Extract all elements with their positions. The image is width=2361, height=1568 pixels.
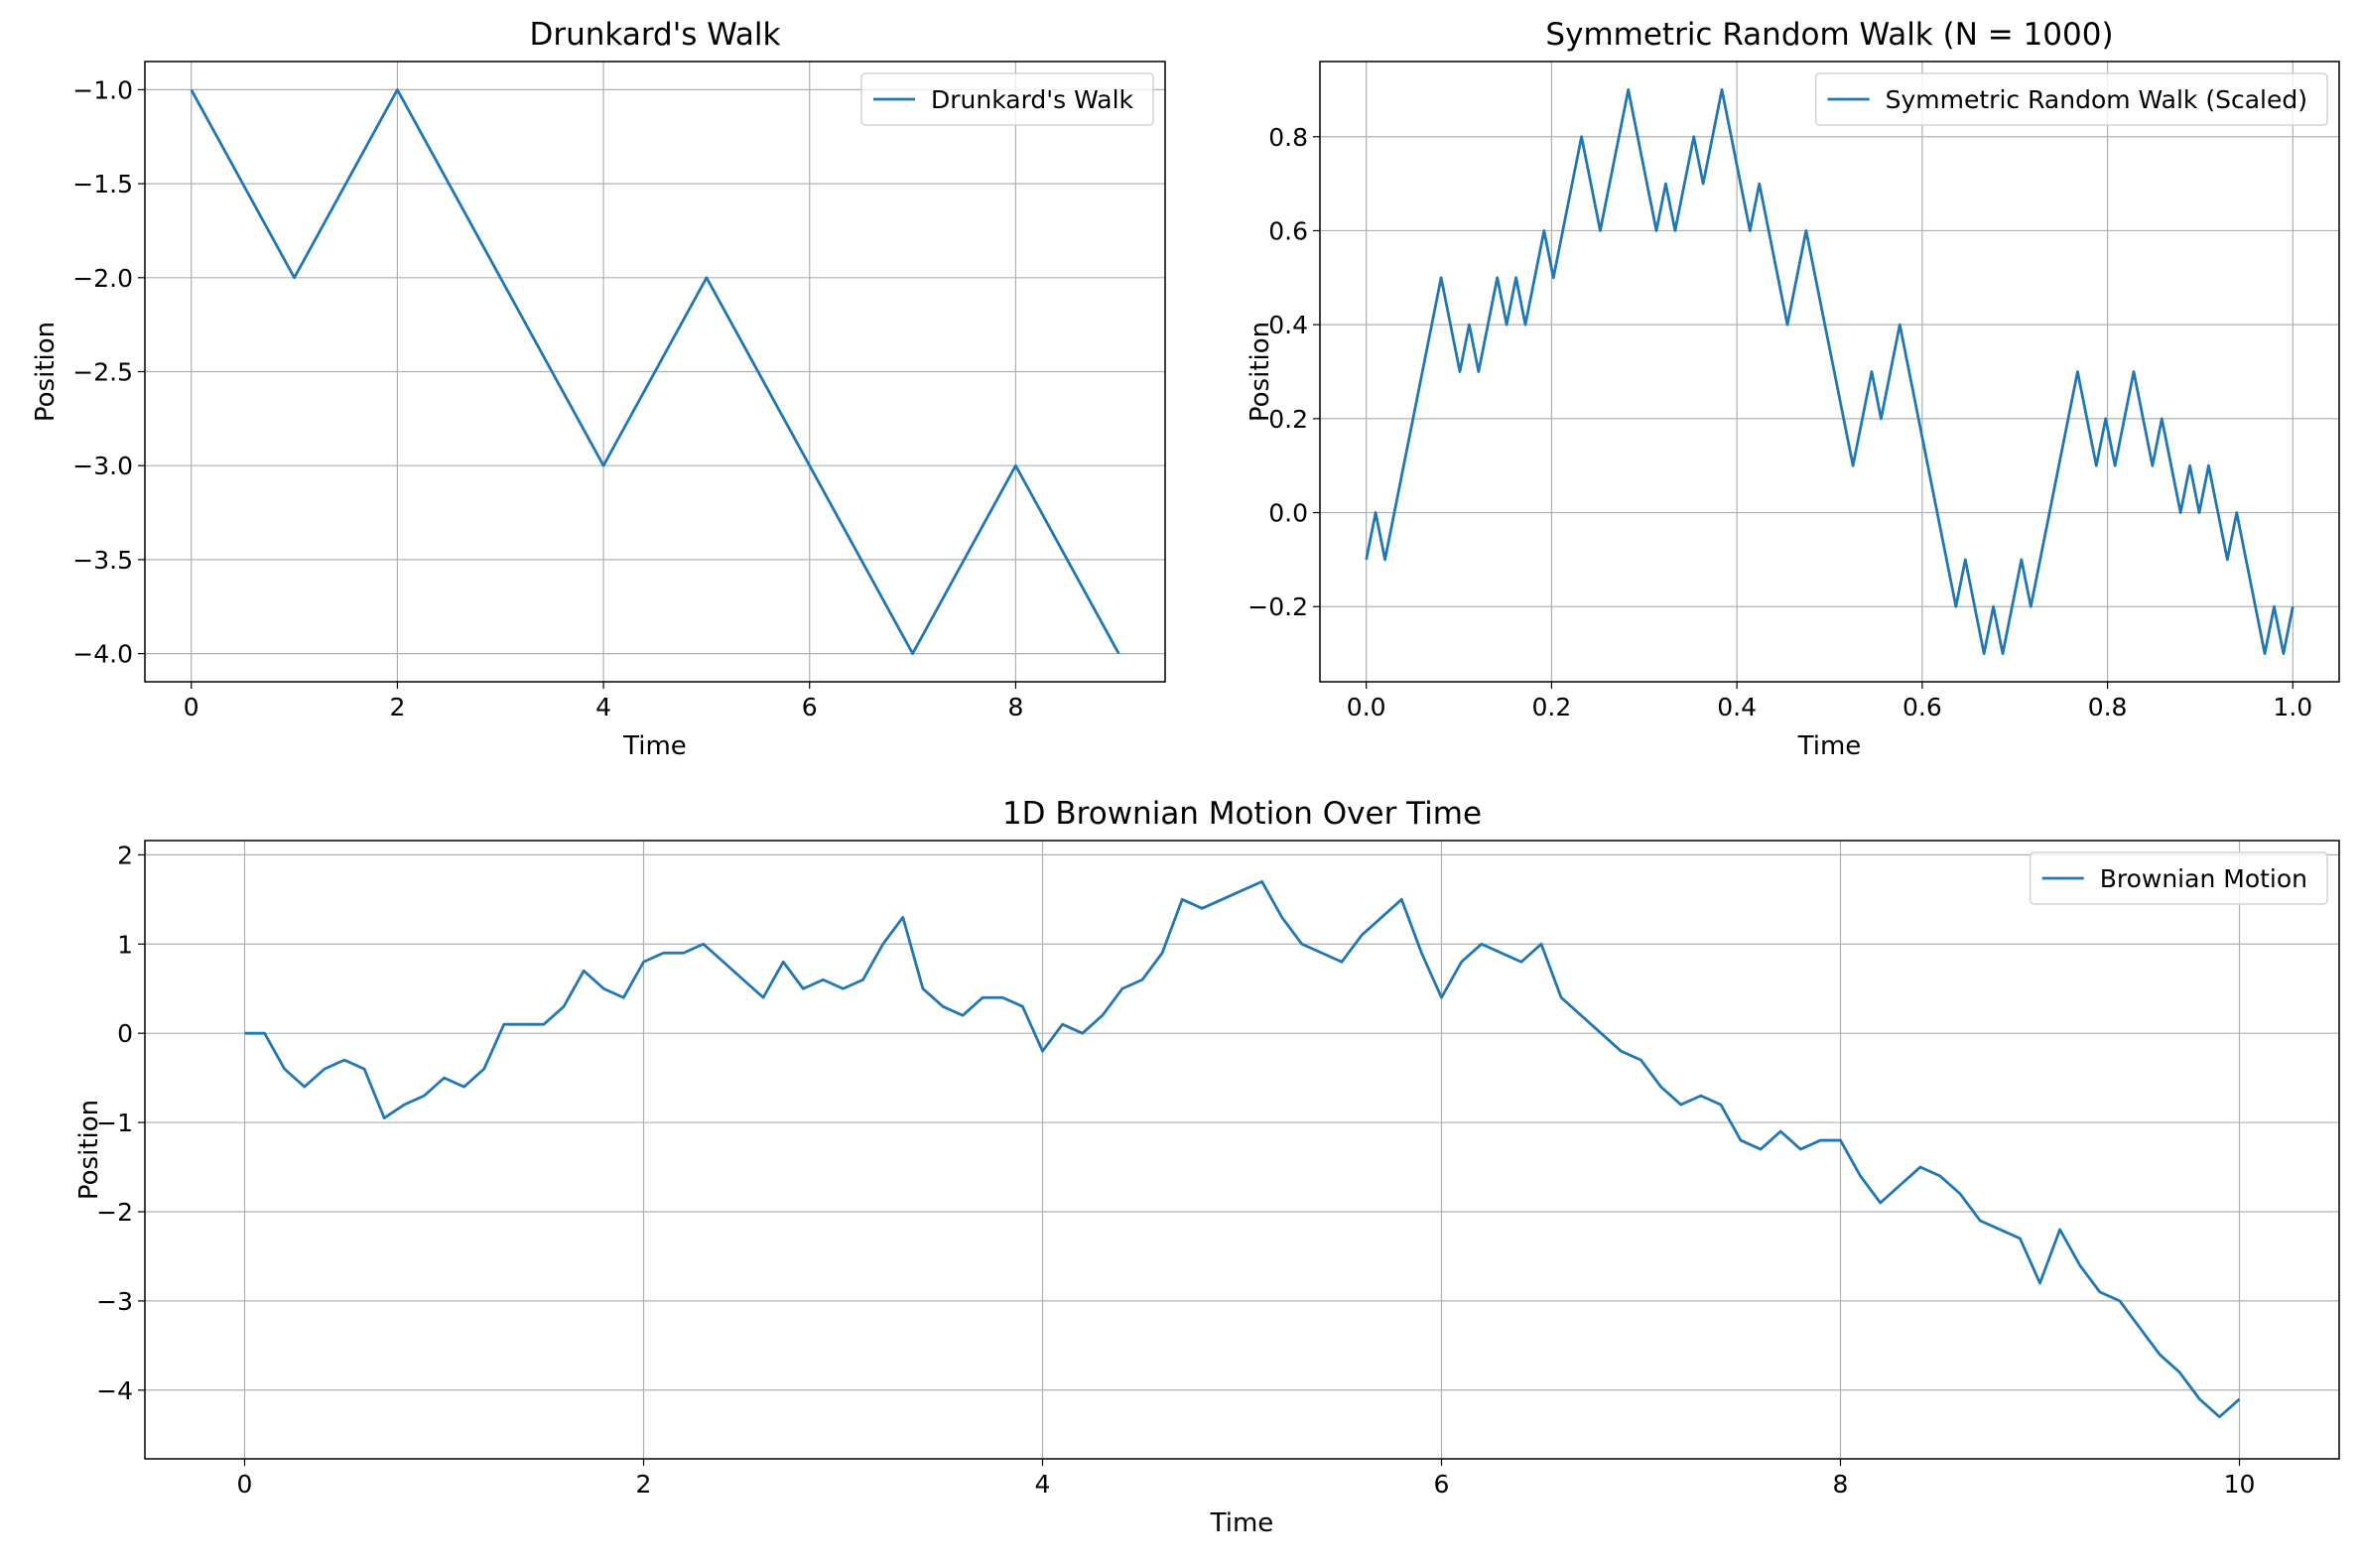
- x-tick-label: 1.0: [2273, 693, 2312, 721]
- data-line: [190, 88, 1120, 655]
- y-axis-label: Position: [31, 322, 61, 422]
- axes-frame: [144, 61, 1166, 683]
- x-tick-label: 0.6: [1902, 693, 1942, 721]
- data-line: [244, 879, 2241, 1419]
- y-tick-label: −3.5: [72, 546, 133, 575]
- chart-title: Symmetric Random Walk (N = 1000): [1545, 17, 2113, 53]
- plot-area: [190, 88, 1120, 655]
- y-tick-label: −2.5: [72, 358, 133, 387]
- legend: Brownian Motion: [2030, 851, 2328, 905]
- y-tick-label: −1.0: [72, 75, 133, 104]
- y-tick-label: −3.0: [72, 452, 133, 480]
- x-tick-label: 10: [2224, 1470, 2256, 1499]
- subplot: 0.0 0.2 0.4 0.6 0.8 1.0 −0.2 0.0 0.2 0.4 0.6 0.8 Sym…: [1246, 17, 2340, 761]
- x-tick-label: 6: [802, 693, 818, 721]
- legend-box: [1814, 72, 2328, 126]
- x-tick-label: 0.4: [1717, 693, 1757, 721]
- data-line: [1365, 88, 2295, 655]
- y-tick-label: 0.4: [1268, 311, 1308, 339]
- x-tick-label: 4: [595, 693, 611, 721]
- x-axis-label: Time: [622, 731, 687, 761]
- legend-label: Brownian Motion: [2100, 864, 2307, 893]
- plot-area: [1365, 88, 2295, 655]
- axes-frame: [144, 840, 2340, 1460]
- x-axis-label: Time: [1797, 731, 1862, 761]
- y-tick-label: 0.6: [1268, 216, 1308, 245]
- x-tick-label: 2: [636, 1470, 652, 1499]
- legend-label: Symmetric Random Walk (Scaled): [1886, 85, 2307, 114]
- y-tick-label: −1: [96, 1109, 133, 1137]
- x-tick-label: 0: [237, 1470, 253, 1499]
- y-tick-label: 2: [117, 841, 133, 869]
- y-tick-label: 0.0: [1268, 499, 1308, 528]
- legend: Symmetric Random Walk (Scaled): [1814, 72, 2328, 126]
- x-axis-label: Time: [1210, 1508, 1274, 1538]
- y-axis-label: Position: [1246, 322, 1275, 422]
- x-tick-label: 0: [184, 693, 199, 721]
- x-tick-label: 6: [1434, 1470, 1450, 1499]
- y-tick-label: −1.5: [72, 170, 133, 198]
- x-tick-label: 0.2: [1532, 693, 1572, 721]
- y-tick-label: −2.0: [72, 264, 133, 293]
- axes-frame: [1319, 61, 2340, 683]
- legend-box: [2030, 851, 2328, 905]
- x-tick-label: 2: [389, 693, 405, 721]
- y-tick-label: −4: [96, 1376, 133, 1405]
- y-tick-label: −2: [96, 1198, 133, 1227]
- x-tick-label: 8: [1833, 1470, 1849, 1499]
- subplot: 0 2 4 6 8 10 −4 −3 −2 −1 0 1 2 1D Brownian Motion Ove…: [74, 796, 2340, 1538]
- legend: Drunkard's Walk: [860, 72, 1154, 126]
- y-tick-label: −3: [96, 1287, 133, 1316]
- x-tick-label: 0.0: [1347, 693, 1386, 721]
- y-tick-label: 0: [117, 1019, 133, 1048]
- legend-label: Drunkard's Walk: [931, 85, 1134, 114]
- y-tick-label: −4.0: [72, 640, 133, 669]
- chart-title: Drunkard's Walk: [530, 17, 781, 53]
- y-tick-label: 1: [117, 930, 133, 959]
- y-tick-label: 0.8: [1268, 123, 1308, 152]
- subplot: 0 2 4 6 8 −1.0 −1.5 −2.0 −2.5 −3.0 −3.5 −4.0 Drunkar…: [31, 17, 1166, 761]
- x-tick-label: 8: [1007, 693, 1023, 721]
- y-axis-label: Position: [74, 1100, 104, 1200]
- chart-title: 1D Brownian Motion Over Time: [1002, 796, 1482, 832]
- y-tick-label: −0.2: [1247, 592, 1308, 621]
- x-tick-label: 0.8: [2088, 693, 2128, 721]
- legend-box: [860, 72, 1154, 126]
- plot-area: [244, 879, 2241, 1419]
- y-tick-label: 0.2: [1268, 405, 1308, 434]
- x-tick-label: 4: [1035, 1470, 1051, 1499]
